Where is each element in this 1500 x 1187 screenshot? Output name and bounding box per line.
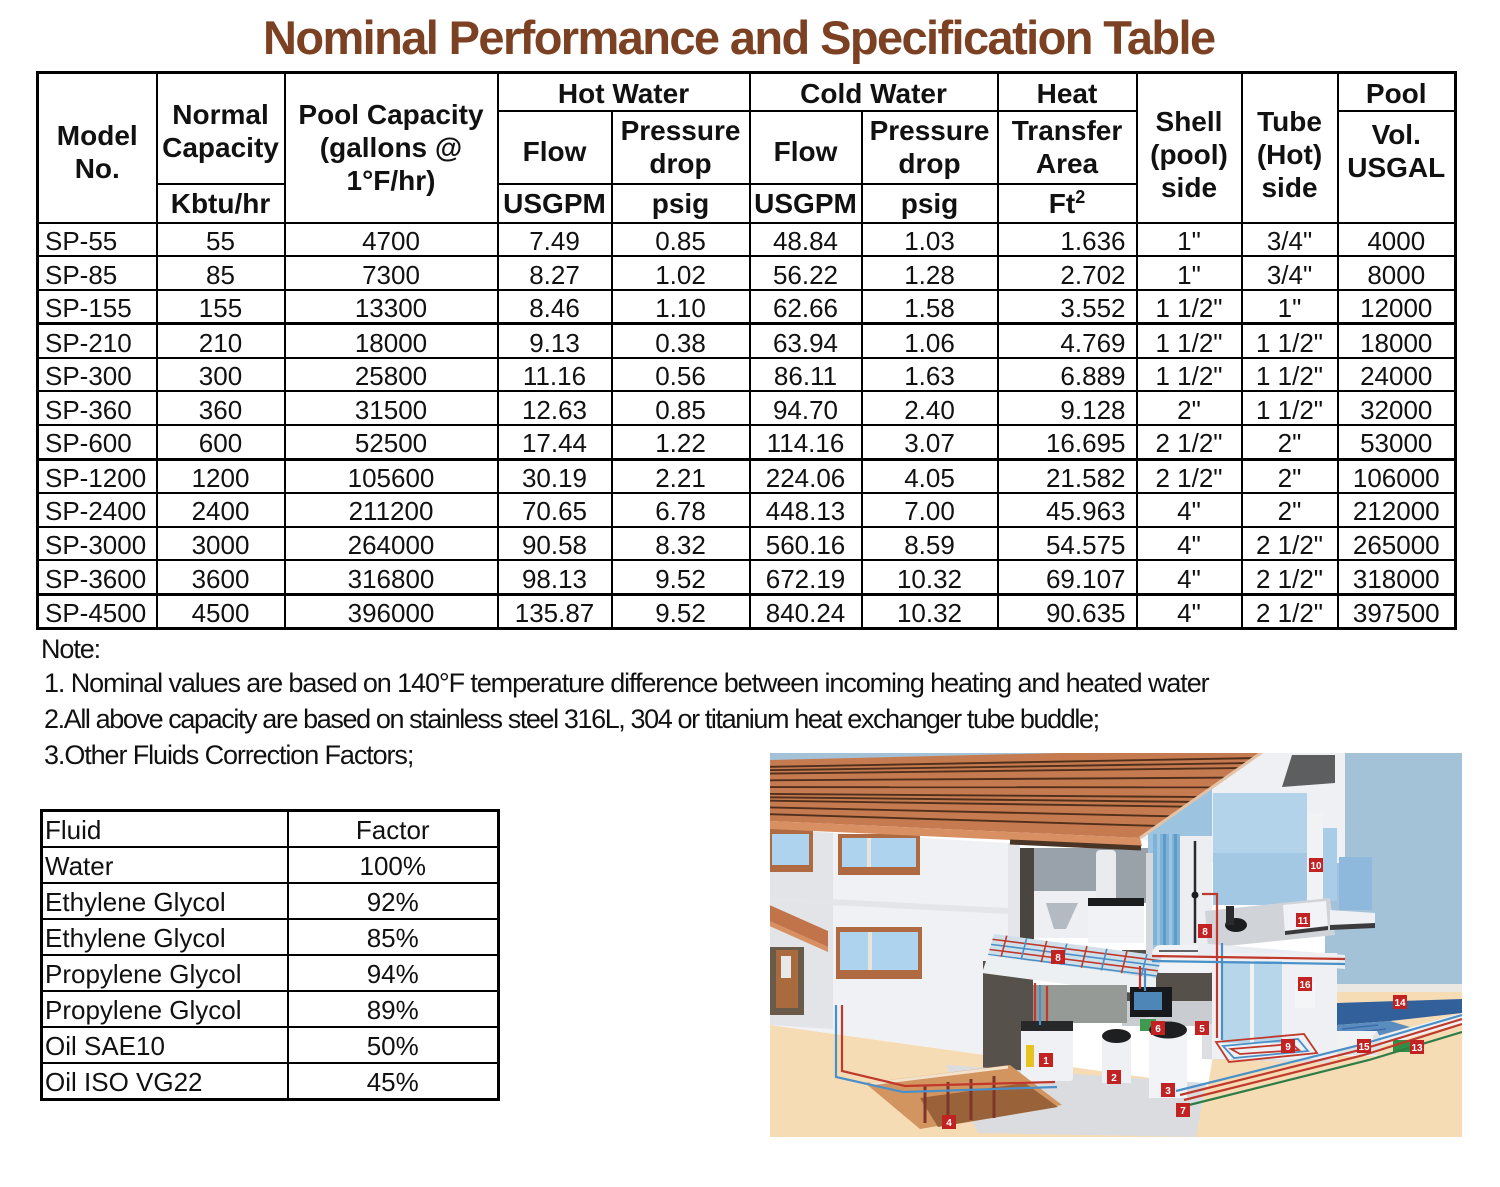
svg-text:8: 8	[1055, 953, 1061, 964]
svg-text:5: 5	[1199, 1024, 1205, 1035]
svg-text:2: 2	[1111, 1073, 1117, 1084]
svg-text:14: 14	[1394, 998, 1406, 1009]
svg-text:8: 8	[1202, 927, 1208, 938]
svg-text:15: 15	[1358, 1042, 1370, 1053]
svg-text:1: 1	[1043, 1056, 1049, 1067]
svg-text:9: 9	[1285, 1042, 1291, 1053]
svg-text:13: 13	[1411, 1043, 1423, 1054]
svg-text:16: 16	[1299, 980, 1311, 991]
svg-text:11: 11	[1298, 916, 1309, 927]
svg-text:7: 7	[1180, 1106, 1186, 1117]
svg-text:3: 3	[1165, 1086, 1171, 1097]
svg-text:10: 10	[1310, 861, 1322, 872]
svg-text:6: 6	[1155, 1024, 1161, 1035]
svg-text:4: 4	[946, 1118, 952, 1129]
